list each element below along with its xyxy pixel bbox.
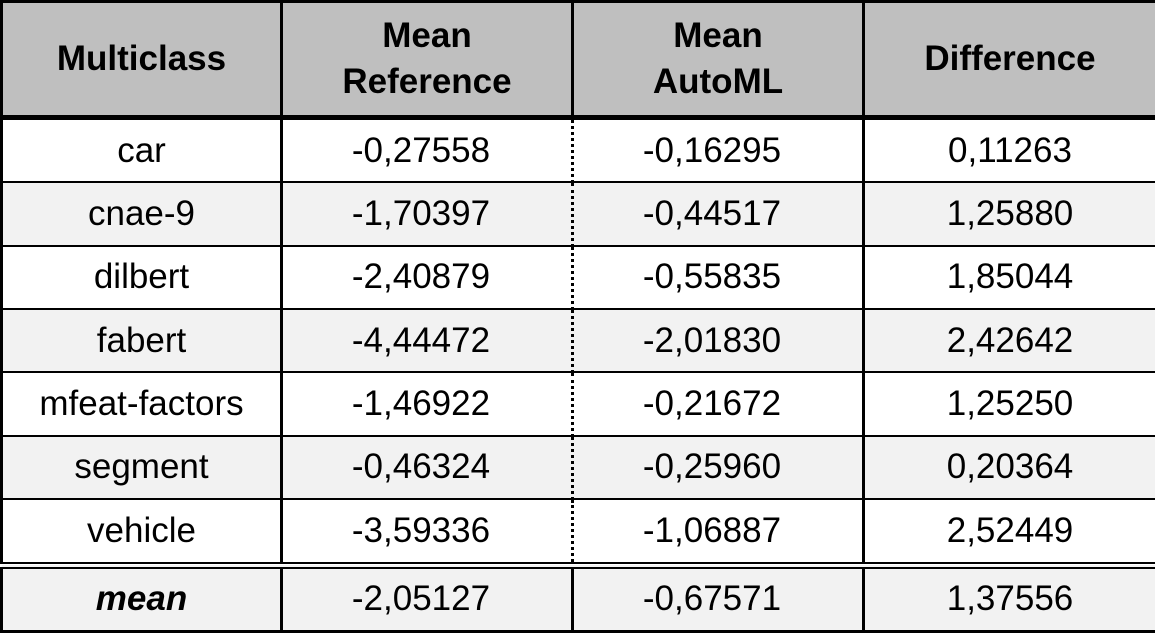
summary-label-cell: mean bbox=[0, 561, 283, 633]
table-row: dilbert -2,40879 -0,55835 1,85044 bbox=[0, 244, 1155, 311]
table-row: mfeat-factors -1,46922 -0,21672 1,25250 bbox=[0, 371, 1155, 437]
header-mean-automl-line-2: AutoML bbox=[652, 62, 784, 101]
difference-cell: 2,52449 bbox=[862, 498, 1155, 566]
summary-mean-automl-cell: -0,67571 bbox=[571, 561, 865, 633]
dataset-cell: mfeat-factors bbox=[0, 371, 283, 437]
header-mean-reference-line-2: Reference bbox=[342, 62, 512, 101]
mean-reference-cell: -1,46922 bbox=[280, 371, 574, 437]
difference-cell: 1,25880 bbox=[862, 181, 1155, 247]
mean-reference-cell: -3,59336 bbox=[280, 498, 574, 566]
difference-cell: 1,25250 bbox=[862, 371, 1155, 437]
mean-automl-cell: -2,01830 bbox=[571, 308, 865, 374]
mean-reference-cell: -2,40879 bbox=[280, 244, 574, 311]
table-body: car -0,27558 -0,16295 0,11263 cnae-9 -1,… bbox=[0, 116, 1155, 633]
header-mean-reference: Mean Reference bbox=[280, 0, 574, 120]
header-mean-automl: Mean AutoML bbox=[571, 0, 865, 120]
dataset-cell: segment bbox=[0, 434, 283, 501]
table-row: segment -0,46324 -0,25960 0,20364 bbox=[0, 434, 1155, 501]
dataset-cell: dilbert bbox=[0, 244, 283, 311]
header-difference: Difference bbox=[862, 0, 1155, 120]
dataset-cell: vehicle bbox=[0, 498, 283, 566]
difference-cell: 0,20364 bbox=[862, 434, 1155, 501]
header-mean-automl-line-1: Mean bbox=[673, 16, 763, 55]
mean-reference-cell: -0,46324 bbox=[280, 434, 574, 501]
dataset-cell: cnae-9 bbox=[0, 181, 283, 247]
header-row: Multiclass Mean Reference Mean AutoML Di… bbox=[0, 0, 1155, 120]
difference-cell: 1,85044 bbox=[862, 244, 1155, 311]
table-header: Multiclass Mean Reference Mean AutoML Di… bbox=[0, 0, 1155, 120]
header-multiclass: Multiclass bbox=[0, 0, 283, 120]
difference-cell: 0,11263 bbox=[862, 116, 1155, 184]
difference-cell: 2,42642 bbox=[862, 308, 1155, 374]
header-difference-line-1: Difference bbox=[924, 39, 1096, 78]
table-row: fabert -4,44472 -2,01830 2,42642 bbox=[0, 308, 1155, 374]
mean-reference-cell: -4,44472 bbox=[280, 308, 574, 374]
mean-automl-cell: -0,25960 bbox=[571, 434, 865, 501]
table-row: cnae-9 -1,70397 -0,44517 1,25880 bbox=[0, 181, 1155, 247]
table-row: car -0,27558 -0,16295 0,11263 bbox=[0, 116, 1155, 184]
mean-reference-cell: -1,70397 bbox=[280, 181, 574, 247]
mean-automl-cell: -0,44517 bbox=[571, 181, 865, 247]
mean-automl-cell: -0,55835 bbox=[571, 244, 865, 311]
mean-automl-cell: -0,21672 bbox=[571, 371, 865, 437]
summary-difference-cell: 1,37556 bbox=[862, 561, 1155, 633]
dataset-cell: fabert bbox=[0, 308, 283, 374]
mean-reference-cell: -0,27558 bbox=[280, 116, 574, 184]
dataset-cell: car bbox=[0, 116, 283, 184]
header-multiclass-line-1: Multiclass bbox=[56, 39, 227, 78]
summary-mean-reference-cell: -2,05127 bbox=[280, 561, 574, 633]
summary-row: mean -2,05127 -0,67571 1,37556 bbox=[0, 561, 1155, 633]
header-mean-reference-line-1: Mean bbox=[382, 16, 472, 55]
mean-automl-cell: -1,06887 bbox=[571, 498, 865, 566]
table-row: vehicle -3,59336 -1,06887 2,52449 bbox=[0, 498, 1155, 566]
mean-automl-cell: -0,16295 bbox=[571, 116, 865, 184]
